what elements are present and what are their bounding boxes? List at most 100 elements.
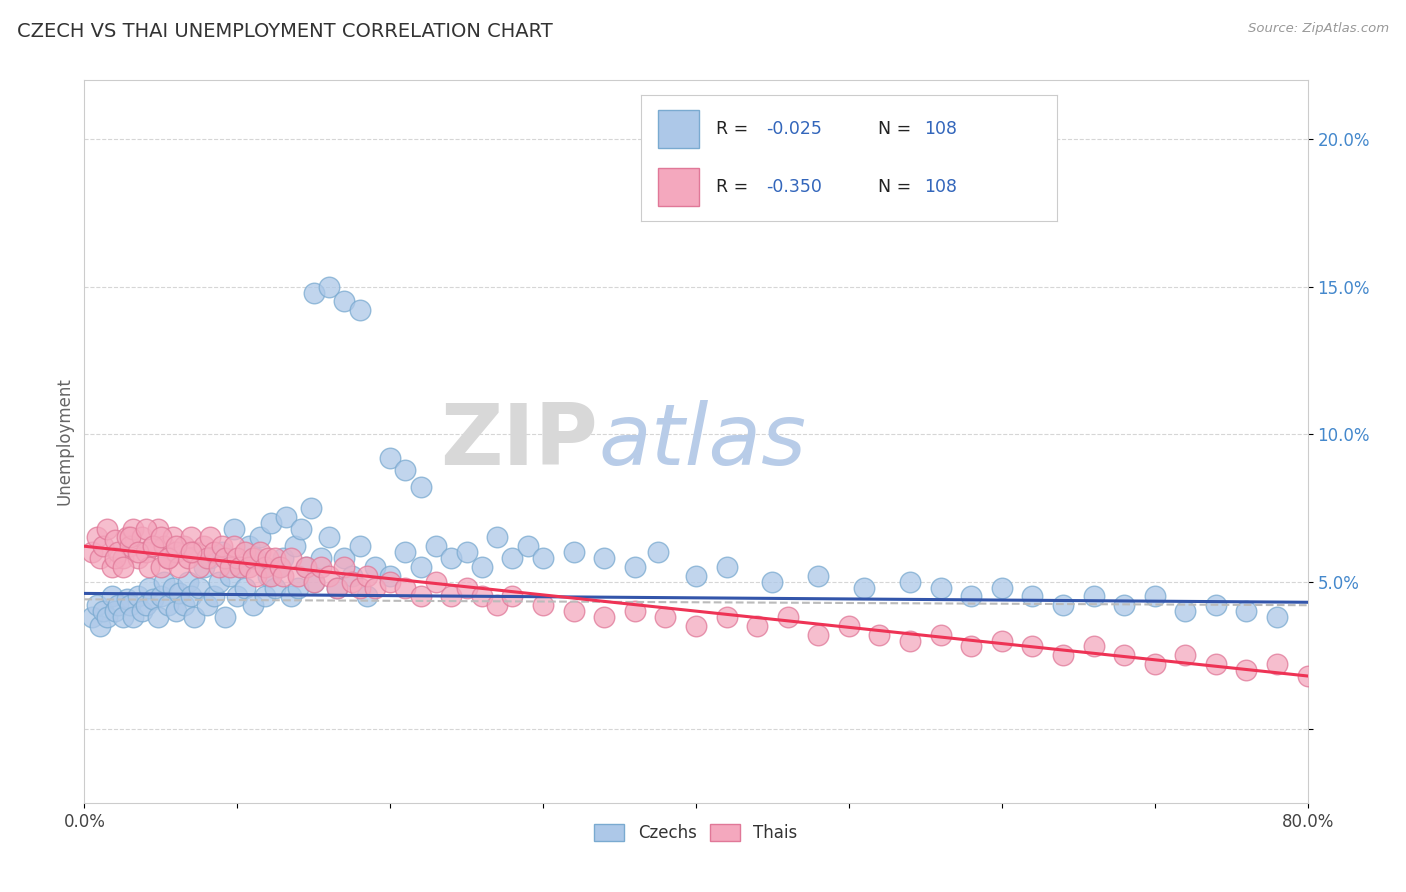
Point	[195, 598, 218, 612]
Point	[242, 551, 264, 566]
Point	[333, 294, 356, 309]
Point	[149, 590, 172, 604]
Point	[229, 560, 252, 574]
Point	[167, 560, 190, 574]
Point	[115, 530, 138, 544]
Point	[111, 560, 134, 574]
Point	[260, 516, 283, 530]
Point	[1083, 590, 1105, 604]
Text: atlas: atlas	[598, 400, 806, 483]
Point	[135, 598, 157, 612]
Point	[380, 568, 402, 582]
Point	[425, 539, 447, 553]
Point	[1296, 669, 1319, 683]
Point	[193, 560, 215, 574]
Point	[929, 628, 952, 642]
Point	[211, 545, 233, 559]
Point	[257, 568, 280, 582]
Point	[202, 590, 225, 604]
Point	[149, 560, 172, 574]
Point	[120, 530, 142, 544]
Point	[157, 598, 180, 612]
Point	[456, 581, 478, 595]
Point	[531, 598, 554, 612]
Point	[162, 530, 184, 544]
Point	[89, 619, 111, 633]
Point	[562, 604, 585, 618]
Point	[195, 551, 218, 566]
Point	[302, 574, 325, 589]
Point	[807, 568, 830, 582]
Point	[394, 462, 416, 476]
Point	[104, 533, 127, 548]
Point	[249, 545, 271, 559]
Point	[224, 539, 246, 553]
Point	[284, 539, 307, 553]
Point	[356, 590, 378, 604]
Point	[1021, 640, 1043, 654]
Point	[253, 560, 276, 574]
Point	[647, 545, 669, 559]
Point	[238, 539, 260, 553]
Point	[257, 551, 280, 566]
Point	[290, 522, 312, 536]
Point	[142, 539, 165, 553]
Point	[593, 610, 616, 624]
Point	[1083, 640, 1105, 654]
Point	[471, 560, 494, 574]
Point	[276, 509, 298, 524]
Point	[157, 551, 180, 566]
Point	[218, 560, 240, 574]
Point	[162, 581, 184, 595]
Point	[349, 581, 371, 595]
Point	[202, 545, 225, 559]
Point	[208, 560, 231, 574]
Point	[188, 560, 211, 574]
Point	[654, 610, 676, 624]
Point	[486, 598, 509, 612]
Point	[188, 581, 211, 595]
Point	[135, 545, 157, 559]
Point	[264, 551, 287, 566]
Point	[101, 590, 124, 604]
Point	[325, 581, 347, 595]
Point	[138, 560, 160, 574]
Point	[929, 581, 952, 595]
Point	[180, 545, 202, 559]
Point	[624, 560, 647, 574]
Point	[1265, 610, 1288, 624]
Point	[807, 628, 830, 642]
Point	[177, 574, 200, 589]
Point	[716, 610, 738, 624]
Point	[380, 450, 402, 465]
Point	[165, 604, 187, 618]
Point	[242, 598, 264, 612]
Point	[127, 590, 149, 604]
Point	[1143, 657, 1166, 672]
Point	[122, 522, 145, 536]
Point	[593, 551, 616, 566]
Point	[135, 522, 157, 536]
Point	[761, 574, 783, 589]
Point	[1205, 657, 1227, 672]
Point	[269, 560, 291, 574]
Point	[127, 551, 149, 566]
Point	[229, 560, 252, 574]
Point	[318, 568, 340, 582]
Text: ZIP: ZIP	[440, 400, 598, 483]
Point	[898, 633, 921, 648]
Point	[991, 633, 1014, 648]
Point	[208, 574, 231, 589]
Point	[333, 560, 356, 574]
Point	[380, 574, 402, 589]
Point	[180, 530, 202, 544]
Point	[853, 581, 876, 595]
Point	[104, 604, 127, 618]
Point	[287, 581, 309, 595]
Point	[1174, 604, 1197, 618]
Point	[302, 285, 325, 300]
Point	[80, 610, 103, 624]
Point	[318, 530, 340, 544]
Point	[1174, 648, 1197, 663]
Point	[180, 590, 202, 604]
